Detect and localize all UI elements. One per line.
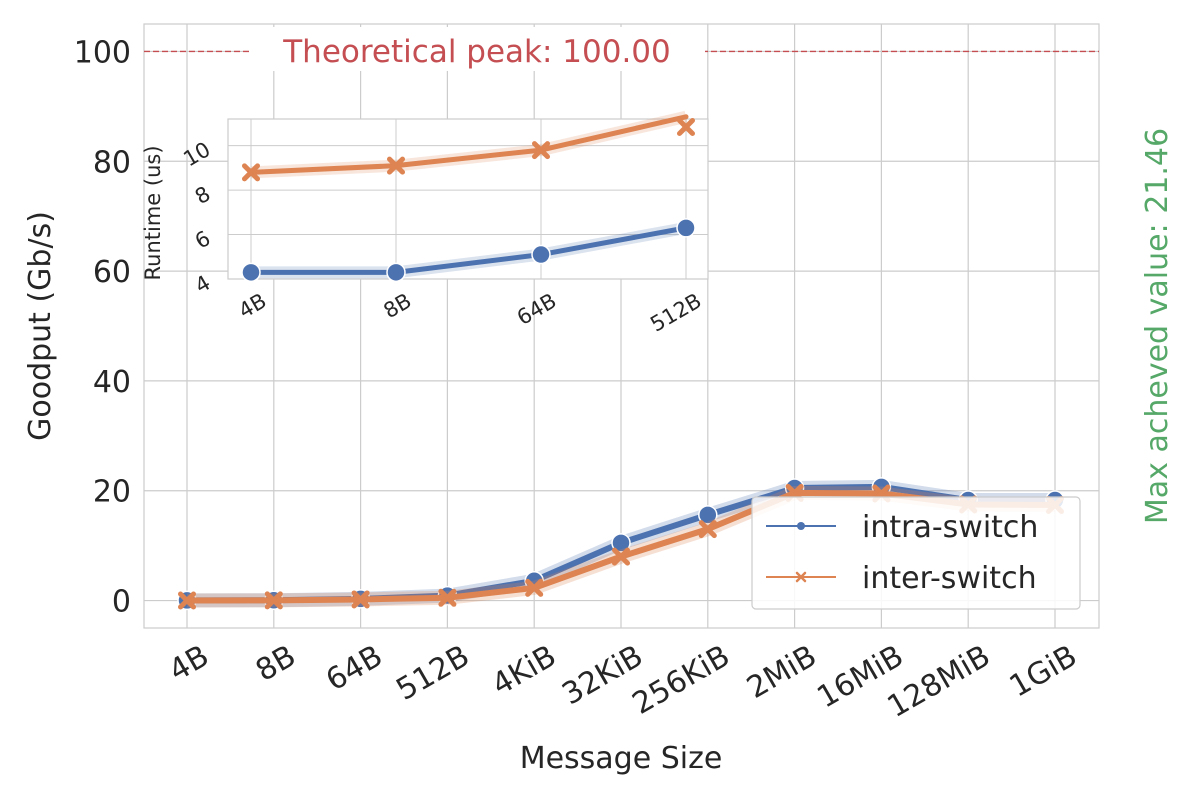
inset-series-intra-switch-line bbox=[248, 225, 689, 275]
main-series-inter-switch-point-32kib-stroke-b bbox=[612, 547, 630, 566]
inset-series-intra-switch-point-64b bbox=[531, 244, 551, 265]
main-y-tick-100: 100 bbox=[74, 35, 131, 70]
y-axis-label: Goodput (Gb/s) bbox=[23, 211, 58, 441]
inset-series-intra-switch-point-512b bbox=[676, 218, 696, 238]
inset-series-inter-switch-point-64b bbox=[532, 141, 550, 160]
inset-y-axis-label: Runtime (us) bbox=[141, 145, 165, 280]
main-series-inter-switch-point-8b bbox=[264, 591, 283, 610]
main-y-tick-60: 60 bbox=[93, 255, 131, 290]
main-series-inter-switch-point-4b-stroke-b bbox=[178, 591, 196, 610]
theoretical-peak-label: Theoretical peak: 100.00 bbox=[282, 34, 671, 70]
main-series-inter-switch-point-32kib bbox=[612, 547, 630, 566]
legend-label-intra-switch: intra-switch bbox=[862, 510, 1038, 545]
legend-marker-intra-switch bbox=[797, 522, 805, 530]
main-series-inter-switch-point-64b-stroke-b bbox=[351, 590, 370, 609]
inset-series-inter-switch-point-4b bbox=[242, 163, 260, 182]
inset-series-intra-switch-point-4b bbox=[241, 262, 261, 283]
legend-marker-inter-switch-x bbox=[795, 571, 807, 583]
inset-series-inter-switch-point-512b-stroke-b bbox=[677, 118, 695, 136]
peak-label-background bbox=[249, 27, 705, 71]
main-y-tick-0: 0 bbox=[112, 585, 131, 620]
x-axis-label: Message Size bbox=[520, 741, 723, 776]
main-series-inter-switch-point-256kib-stroke-b bbox=[698, 520, 717, 539]
main-y-tick-20: 20 bbox=[93, 475, 131, 510]
inset-series-intra-switch-point-8b bbox=[386, 262, 406, 283]
inset-series-inter-switch-point-512b bbox=[677, 118, 695, 136]
main-series-inter-switch-point-512b bbox=[438, 588, 457, 607]
main-series-inter-switch-point-512b-stroke-b bbox=[438, 588, 457, 607]
max-achieved-annotation: Max acheved value: 21.46 bbox=[1140, 128, 1175, 524]
legend-marker-inter-switch bbox=[795, 571, 807, 583]
legend: intra-switch inter-switch bbox=[751, 496, 1081, 610]
main-series-inter-switch-point-4b bbox=[178, 591, 196, 610]
main-y-tick-80: 80 bbox=[93, 145, 131, 180]
main-series-inter-switch-point-8b-stroke-b bbox=[264, 591, 283, 610]
inset-plot-frame bbox=[227, 118, 709, 280]
main-series-inter-switch-point-256kib bbox=[698, 520, 717, 539]
main-series-inter-switch-point-64b bbox=[351, 590, 370, 609]
main-series-intra-switch-point-32kib bbox=[611, 533, 631, 553]
main-series-inter-switch-point-4kib bbox=[525, 578, 544, 597]
main-y-tick-labels: 0 20 40 60 80 100 bbox=[74, 35, 131, 619]
main-y-tick-40: 40 bbox=[93, 365, 131, 400]
legend-label-inter-switch: inter-switch bbox=[862, 561, 1037, 596]
inset-background bbox=[228, 119, 708, 279]
inset-series-inter-switch-point-8b-stroke-b bbox=[387, 156, 405, 175]
inset-series-inter-switch-point-8b bbox=[387, 156, 405, 175]
inset-series-inter-switch-line bbox=[248, 114, 689, 175]
legend-marker-inter-switch-x-stroke-b bbox=[795, 571, 807, 583]
main-plot-frame bbox=[143, 23, 1100, 629]
inset-series-inter-switch-point-64b-stroke-b bbox=[532, 141, 550, 160]
main-series-intra-switch-point-256kib bbox=[698, 505, 718, 525]
inset-series-inter-switch-point-4b-stroke-b bbox=[242, 163, 260, 182]
inset-series-group bbox=[241, 110, 696, 283]
main-series-inter-switch-point-4kib-stroke-b bbox=[525, 578, 544, 597]
